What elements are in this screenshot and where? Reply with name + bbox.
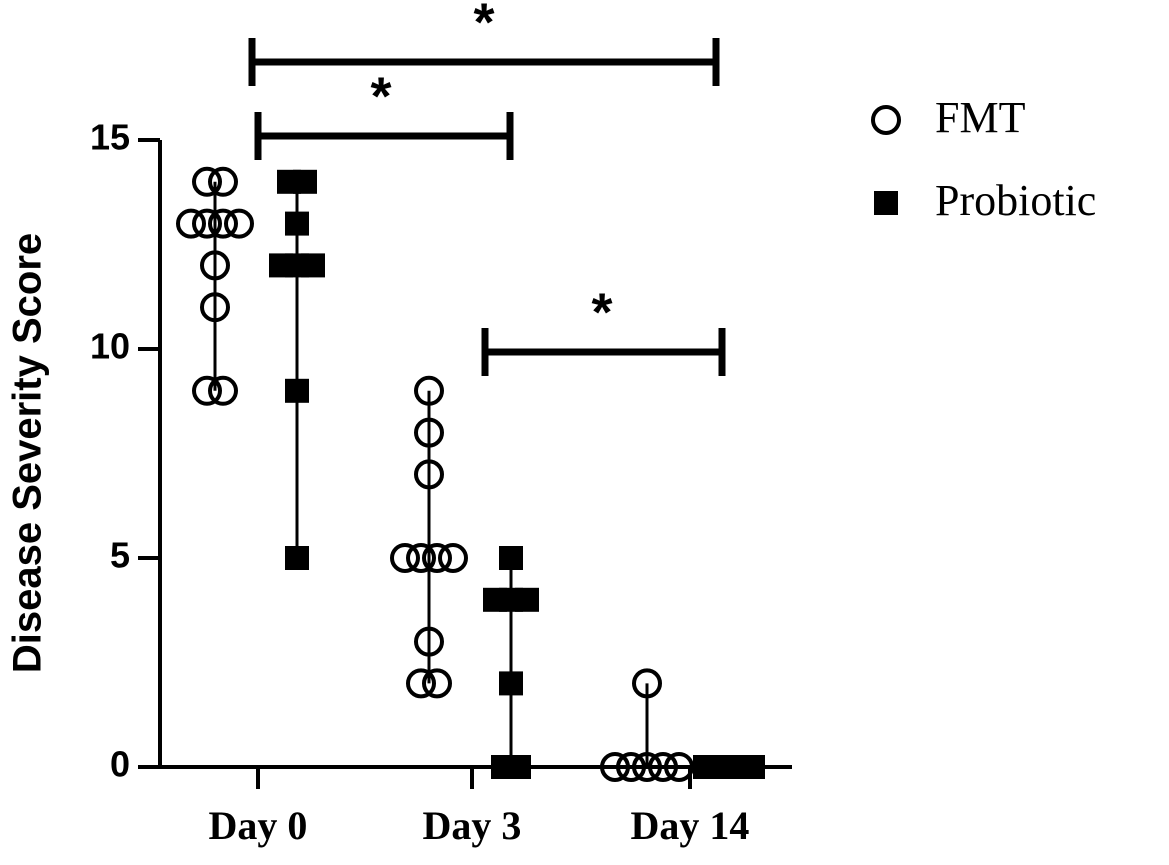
data-point	[285, 211, 309, 236]
x-tick-label: Day 3	[423, 803, 522, 848]
data-point	[515, 587, 539, 612]
data-point	[422, 668, 452, 699]
significance-label: *	[591, 282, 612, 342]
data-point	[632, 668, 662, 699]
data-point	[293, 169, 317, 194]
y-tick-label: 15	[90, 117, 130, 158]
data-point	[616, 752, 646, 782]
data-point	[507, 755, 531, 779]
data-point	[414, 417, 444, 448]
significance-label: *	[473, 0, 494, 52]
x-tick-label: Day 14	[631, 803, 750, 848]
data-point	[422, 543, 452, 573]
data-point	[390, 543, 420, 573]
bracket	[248, 38, 720, 86]
y-tick-label: 10	[90, 326, 130, 367]
significance-label: *	[370, 66, 391, 126]
data-point	[414, 375, 444, 406]
data-point	[414, 626, 444, 657]
data-point	[438, 543, 468, 573]
data-point	[406, 543, 436, 573]
legend-label: FMT	[935, 93, 1026, 142]
data-point	[192, 166, 222, 197]
data-point	[192, 208, 222, 239]
y-tick-label: 5	[110, 535, 130, 576]
bracket	[481, 328, 726, 376]
data-point	[285, 378, 309, 403]
data-point	[200, 250, 230, 281]
x-tick-label: Day 0	[209, 803, 308, 848]
data-point	[192, 375, 222, 406]
data-point	[406, 668, 436, 699]
data-point	[600, 752, 630, 782]
data-point	[741, 755, 765, 779]
data-point	[200, 292, 230, 323]
legend-marker	[874, 191, 898, 215]
data-point	[285, 546, 309, 570]
data-point	[499, 671, 523, 696]
bracket	[254, 112, 514, 160]
legend-marker	[871, 105, 901, 135]
data-point	[208, 208, 238, 239]
data-point	[414, 459, 444, 490]
data-point	[632, 752, 662, 782]
data-point	[224, 208, 254, 239]
y-axis-title: Disease Severity Score	[6, 233, 50, 673]
y-tick-label: 0	[110, 744, 130, 785]
data-point	[648, 752, 678, 782]
data-point	[301, 253, 325, 278]
data-point	[499, 546, 523, 570]
legend-label: Probiotic	[935, 176, 1096, 225]
data-point	[208, 166, 238, 197]
significance-brackets	[248, 38, 726, 376]
data-point	[176, 208, 206, 239]
data-point	[664, 752, 694, 782]
data-point	[208, 375, 238, 406]
